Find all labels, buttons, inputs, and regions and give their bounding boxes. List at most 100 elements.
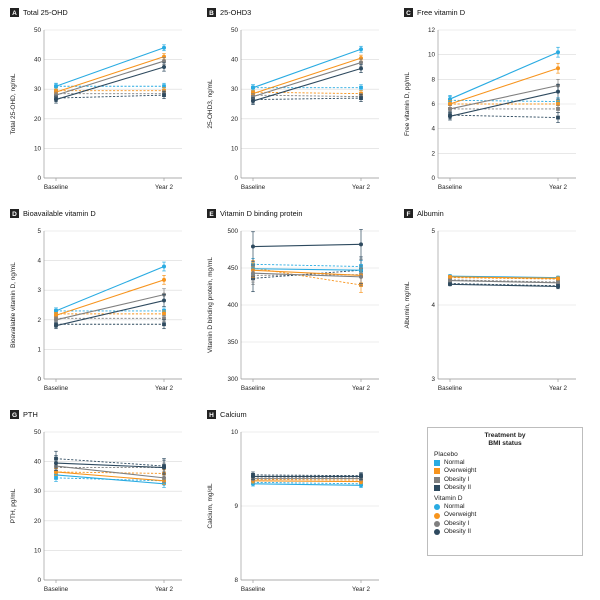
series-placebo-obesity_1 xyxy=(448,104,560,113)
series-line xyxy=(252,269,362,279)
data-point-circle xyxy=(556,276,560,281)
legend-dot-marker xyxy=(434,504,440,511)
y-axis-label: 25-OHD3, ng/mL xyxy=(207,79,214,129)
legend-item-label: Overweight xyxy=(444,467,477,475)
chart-free-vitamin-d: C Free vitamin D 0 2 4 6 8 10 12 Baseline Year 2 Fr… xyxy=(404,8,576,191)
data-point-circle xyxy=(162,465,166,470)
series-placebo-obesity_2 xyxy=(54,319,166,330)
series-line xyxy=(252,474,362,477)
series-vitamin_d-obesity_1 xyxy=(54,288,166,324)
data-point-circle xyxy=(162,59,166,64)
y-tick-label: 50 xyxy=(34,27,42,34)
panel-letter: G xyxy=(12,412,17,419)
data-point-circle xyxy=(448,274,452,279)
legend-item: Normal xyxy=(434,503,576,511)
panel-letter-badge xyxy=(10,209,19,218)
series-line xyxy=(252,267,362,286)
data-point-circle xyxy=(359,474,363,479)
chart-albumin: F Albumin 3 4 5 Baseline Year 2 Albumin, mg/mL xyxy=(404,209,576,392)
y-axis-label: Total 25-OHD, ng/mL xyxy=(10,73,17,134)
legend-title-line2: BMI status xyxy=(488,440,522,447)
panel-title: Vitamin D binding protein xyxy=(220,209,302,218)
legend-title: Treatment by xyxy=(484,432,526,439)
x-tick-label: Year 2 xyxy=(155,586,173,593)
series-line xyxy=(252,263,362,267)
series-line xyxy=(55,471,165,482)
y-axis-label: Albumin, mg/mL xyxy=(404,281,411,328)
y-tick-label: 20 xyxy=(231,116,239,123)
x-tick-label: Year 2 xyxy=(352,184,370,191)
series-line xyxy=(55,94,165,99)
x-tick-label: Year 2 xyxy=(155,385,173,392)
legend-item: Overweight xyxy=(434,511,576,519)
x-tick-label: Year 2 xyxy=(549,184,567,191)
y-tick-label: 0 xyxy=(37,577,41,584)
y-tick-label: 2 xyxy=(37,317,41,324)
series-line xyxy=(252,480,362,483)
y-tick-label: 0 xyxy=(37,376,41,383)
data-point-circle xyxy=(54,317,58,322)
series-line xyxy=(449,279,559,283)
y-tick-label: 10 xyxy=(34,145,42,152)
series-line xyxy=(55,300,165,327)
data-point-circle xyxy=(251,474,255,479)
y-tick-label: 1 xyxy=(37,346,41,353)
series-line xyxy=(252,483,362,486)
data-point-circle xyxy=(251,271,255,276)
series-line xyxy=(55,56,165,93)
legend-item: Overweight xyxy=(434,467,576,475)
series-vitamin_d-overweight xyxy=(54,275,166,319)
y-tick-label: 12 xyxy=(428,27,436,34)
series-vitamin_d-obesity_2 xyxy=(54,294,166,330)
chart-total-25ohd: A Total 25-OHD 0 10 20 30 40 50 Baseline Year 2 To… xyxy=(10,8,182,191)
chart-calcium: H Calcium 8 9 10 Baseline Year 2 Calcium, mg/dL xyxy=(207,410,379,593)
legend-square-marker xyxy=(434,476,440,483)
x-tick-label: Baseline xyxy=(44,385,69,392)
data-point-circle xyxy=(162,264,166,269)
data-point-square xyxy=(556,102,560,106)
legend-dot-marker xyxy=(434,512,440,519)
series-vitamin_d-obesity_2 xyxy=(251,63,363,105)
series-line xyxy=(449,280,559,284)
series-vitamin_d-normal xyxy=(251,45,363,92)
series-vitamin_d-obesity_1 xyxy=(54,57,166,99)
panel-letter: F xyxy=(407,211,411,218)
y-tick-label: 20 xyxy=(34,518,42,525)
y-tick-label: 350 xyxy=(227,339,238,346)
series-vitamin_d-obesity_2 xyxy=(251,229,363,262)
panel-letter-badge xyxy=(404,8,413,17)
data-point-square xyxy=(162,322,166,327)
panel-letter: H xyxy=(209,412,214,419)
y-axis-label: Free vitamin D, pg/mL xyxy=(404,72,411,136)
series-line xyxy=(252,48,362,89)
data-point-square xyxy=(359,96,363,100)
series-vitamin_d-overweight xyxy=(251,54,363,97)
series-line xyxy=(252,243,362,248)
y-tick-label: 5 xyxy=(431,228,435,235)
legend-item: Normal xyxy=(434,459,576,467)
panel-title: Albumin xyxy=(417,209,444,218)
legend-square-marker xyxy=(434,485,440,492)
series-line xyxy=(55,66,165,101)
y-tick-label: 9 xyxy=(234,503,238,510)
data-point-circle xyxy=(54,84,58,89)
data-point-circle xyxy=(448,114,452,119)
series-placebo-obesity_2 xyxy=(54,91,166,102)
y-tick-label: 10 xyxy=(231,145,239,152)
panel-letter-badge xyxy=(404,209,413,218)
legend-item-label: Obesity I xyxy=(444,519,470,527)
series-vitamin_d-obesity_2 xyxy=(251,473,363,480)
series-vitamin_d-normal xyxy=(54,44,166,90)
data-point-circle xyxy=(162,277,166,282)
y-tick-label: 30 xyxy=(34,488,42,495)
y-tick-label: 4 xyxy=(37,258,41,265)
data-point-circle xyxy=(448,282,452,287)
panel-letter: E xyxy=(209,211,214,218)
legend-item-label: Normal xyxy=(444,503,465,511)
series-line xyxy=(449,283,559,287)
series-line xyxy=(55,266,165,312)
series-vitamin_d-normal xyxy=(54,261,166,315)
legend-square-marker xyxy=(434,460,440,467)
data-point-circle xyxy=(448,278,452,283)
